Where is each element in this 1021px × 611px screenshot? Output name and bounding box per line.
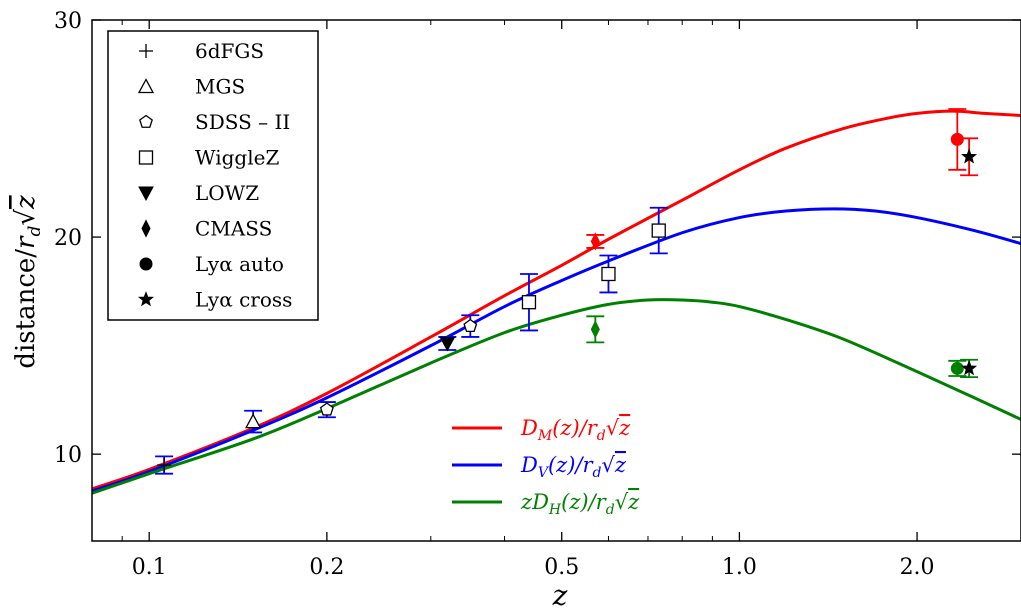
marker-star-filled bbox=[961, 148, 978, 164]
marker-legend-label: WiggleZ bbox=[195, 146, 279, 170]
points-layer bbox=[155, 108, 979, 475]
marker-diamond-filled bbox=[590, 232, 600, 251]
x-axis-label: z bbox=[552, 579, 568, 611]
marker-square-open bbox=[521, 295, 537, 310]
marker-legend-entry: 6dFGS bbox=[139, 39, 264, 63]
marker-plus bbox=[157, 458, 172, 473]
data-point-9 bbox=[586, 315, 605, 344]
x-tick-label: 0.2 bbox=[309, 555, 344, 580]
marker-legend-label: LOWZ bbox=[195, 181, 259, 205]
marker-legend-entry: LOWZ bbox=[138, 181, 259, 205]
marker-legend-box bbox=[107, 30, 319, 321]
marker-legend-entry: Lyα auto bbox=[139, 252, 284, 276]
legend-marker-triangle-down-filled bbox=[138, 186, 154, 202]
marker-legend-entry: WiggleZ bbox=[138, 146, 279, 170]
marker-diamond-filled bbox=[590, 320, 600, 339]
x-tick-label: 1.0 bbox=[722, 555, 757, 580]
marker-circle-filled bbox=[950, 361, 964, 375]
marker-legend-label: MGS bbox=[195, 75, 245, 99]
curve-dm bbox=[92, 109, 1021, 491]
marker-legend-label: Lyα auto bbox=[195, 252, 284, 276]
y-axis-label: distance/rd√z bbox=[11, 195, 45, 369]
curve-legend-entry: DM(z)/rd√z bbox=[452, 416, 631, 444]
data-point-1 bbox=[244, 409, 263, 434]
data-point-7 bbox=[649, 206, 668, 255]
curve-legend-entry: DV(z)/rd√z bbox=[452, 453, 627, 481]
legend-marker-circle-filled bbox=[139, 257, 153, 271]
marker-square-open bbox=[651, 223, 666, 238]
data-point-12 bbox=[960, 137, 979, 177]
ticks-layer: 0.1 0.2 0.5 1.0 2.0 10 20 30 bbox=[54, 9, 1021, 580]
data-point-5 bbox=[519, 273, 538, 332]
data-point-0 bbox=[155, 455, 174, 475]
x-tick-label: 0.5 bbox=[544, 555, 579, 580]
marker-triangle-open bbox=[245, 413, 262, 429]
curve-legend-label: DV(z)/rd√z bbox=[520, 453, 627, 481]
y-tick-label: 10 bbox=[54, 443, 82, 468]
data-point-13 bbox=[960, 358, 979, 379]
x-tick-label: 0.1 bbox=[132, 555, 167, 580]
marker-pentagon-open bbox=[463, 318, 478, 333]
marker-legend-entry: CMASS bbox=[141, 217, 272, 241]
marker-legend-label: SDSS – II bbox=[195, 110, 290, 134]
legend-marker-star-filled bbox=[138, 291, 154, 307]
marker-pentagon-open bbox=[319, 402, 334, 416]
legend-marker-plus bbox=[139, 44, 153, 58]
data-point-6 bbox=[599, 254, 618, 294]
data-point-2 bbox=[317, 401, 336, 419]
marker-legend: 6dFGS MGS SDSS – II WiggleZ LOWZ CMASS Lyα aut… bbox=[107, 30, 319, 321]
marker-circle-filled bbox=[950, 132, 964, 146]
marker-legend-entry: MGS bbox=[137, 75, 245, 99]
curve-legend-entry: zDH(z)/rd√z bbox=[452, 490, 640, 518]
curve-zdh bbox=[92, 298, 1021, 495]
curve-legend-label: zDH(z)/rd√z bbox=[520, 490, 640, 518]
svg-text:distance/rd√z: distance/rd√z bbox=[11, 195, 45, 369]
marker-legend-label: 6dFGS bbox=[195, 39, 264, 63]
y-tick-label: 20 bbox=[54, 226, 82, 251]
x-tick-label: 2.0 bbox=[900, 555, 935, 580]
curve-legend-label: DM(z)/rd√z bbox=[520, 416, 631, 444]
data-point-8 bbox=[586, 232, 605, 251]
plot-frame bbox=[91, 19, 1021, 542]
data-point-10 bbox=[948, 108, 967, 171]
marker-square-open bbox=[601, 266, 616, 282]
data-point-4 bbox=[438, 336, 457, 352]
marker-legend-label: CMASS bbox=[195, 217, 272, 241]
legend-marker-triangle-open bbox=[137, 78, 155, 94]
marker-legend-entry: SDSS – II bbox=[139, 110, 290, 134]
legend-marker-pentagon-open bbox=[139, 114, 153, 128]
y-tick-label: 30 bbox=[54, 9, 82, 34]
legend-marker-diamond-filled bbox=[141, 219, 151, 238]
marker-triangle-down-filled bbox=[439, 336, 456, 352]
marker-legend-entry: Lyα cross bbox=[138, 288, 292, 312]
marker-legend-label: Lyα cross bbox=[195, 288, 292, 312]
marker-star-filled bbox=[961, 360, 978, 376]
legend-marker-square-open bbox=[138, 150, 154, 165]
data-point-3 bbox=[461, 314, 480, 338]
curve-legend: DM(z)/rd√z DV(z)/rd√z zDH(z)/rd√z bbox=[452, 416, 640, 518]
data-point-11 bbox=[948, 359, 967, 377]
